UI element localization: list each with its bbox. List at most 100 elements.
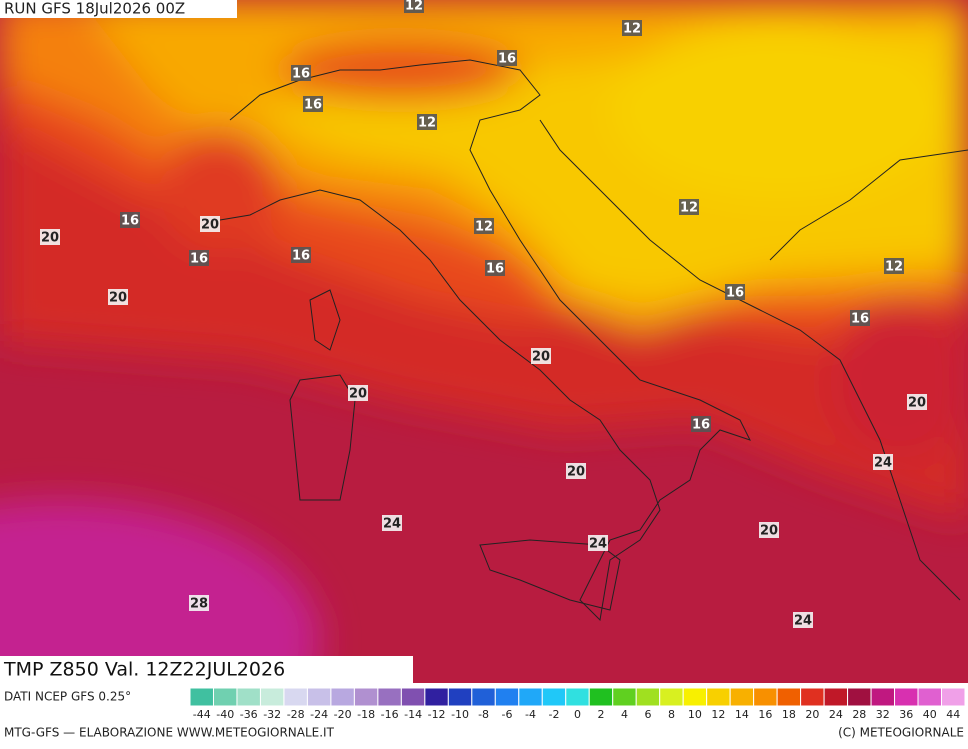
contour-label: 20 (567, 465, 585, 480)
scale-label: 20 (805, 708, 819, 721)
field-title: TMP Z850 Val. 12Z22JUL2026 (3, 659, 285, 681)
contour-label: 12 (885, 260, 903, 275)
scale-label: -6 (502, 708, 513, 721)
scale-label: -44 (193, 708, 211, 721)
scale-label: -2 (549, 708, 560, 721)
contour-label: 20 (908, 396, 926, 411)
scale-label: 36 (899, 708, 913, 721)
contour-label-box (884, 258, 904, 274)
contour-label-box (189, 595, 209, 611)
contour-label-box (404, 0, 424, 13)
contour-label: 24 (794, 614, 812, 629)
contour-label: 24 (383, 517, 401, 532)
contour-label: 24 (874, 456, 892, 471)
scale-cell (447, 687, 473, 707)
scale-cell (565, 687, 590, 707)
contour-label: 20 (109, 291, 127, 306)
scale-label: -8 (478, 708, 489, 721)
scale-cell (306, 687, 332, 707)
color-scale: -44 -40 -36 -32 -28 -24 -20 -18 -16 -14 -12 -10 -8 -6… (189, 687, 966, 721)
contour-label: 16 (851, 312, 869, 327)
scale-cell (259, 687, 285, 707)
scale-cell (353, 687, 379, 707)
contour-label: 16 (486, 262, 504, 277)
contour-label-box (531, 348, 551, 364)
contour-label: 12 (680, 201, 698, 216)
scale-label: -40 (216, 708, 234, 721)
scale-label: 6 (644, 708, 651, 721)
contour-label: 16 (304, 98, 322, 113)
contour-label: 12 (623, 22, 641, 37)
contour-label-box (622, 20, 642, 36)
scale-label: -28 (287, 708, 305, 721)
scale-label: 4 (621, 708, 628, 721)
title-box (0, 656, 413, 684)
scale-cell (776, 687, 802, 707)
scale-label: 24 (829, 708, 843, 721)
contour-label-box (850, 310, 870, 326)
contour-label-box (189, 250, 209, 266)
contour-label-box (382, 515, 402, 531)
scale-cell (424, 687, 449, 707)
scale-cell (823, 687, 849, 707)
contour-label: 16 (498, 52, 516, 67)
contour-label-box (497, 50, 517, 66)
scale-label: 28 (852, 708, 866, 721)
contour-label: 16 (292, 67, 310, 82)
contour-label-box (873, 454, 893, 470)
scale-cell (941, 687, 966, 707)
scale-cell (729, 687, 755, 707)
contour-label: 16 (692, 418, 710, 433)
scale-cell (682, 687, 708, 707)
contour-label-box (793, 612, 813, 628)
scale-label: -4 (525, 708, 536, 721)
coastlines (219, 59, 968, 622)
contour-label-box (679, 199, 699, 215)
scale-label: -20 (334, 708, 352, 721)
scale-cell (635, 687, 661, 707)
contour-label: 16 (190, 252, 208, 267)
contour-label: 16 (726, 286, 744, 301)
contour-label-box (291, 65, 311, 81)
contour-label: 12 (418, 116, 436, 131)
scale-cell (612, 687, 637, 707)
data-source: DATI NCEP GFS 0.25° (4, 690, 131, 704)
scale-cell (659, 687, 684, 707)
scale-label: 14 (735, 708, 749, 721)
scale-label: -16 (381, 708, 399, 721)
contour-label-box (725, 284, 745, 300)
contour-label-box (588, 535, 608, 551)
contour-label-box (303, 96, 323, 112)
scale-label: -36 (240, 708, 258, 721)
scale-cell (706, 687, 731, 707)
scale-label: 0 (574, 708, 581, 721)
contour-label-box (348, 385, 368, 401)
scale-label: 12 (711, 708, 725, 721)
contour-label: 20 (532, 350, 550, 365)
contour-label: 20 (201, 218, 219, 233)
contour-label-box (474, 218, 494, 234)
scale-cell (212, 687, 238, 707)
scale-label: 40 (923, 708, 937, 721)
scale-cell (283, 687, 308, 707)
scale-label: -12 (428, 708, 446, 721)
contour-label: 24 (589, 537, 607, 552)
contour-label-box (907, 394, 927, 410)
scale-label: -24 (310, 708, 328, 721)
contour-label: 16 (292, 249, 310, 264)
scale-cell (800, 687, 825, 707)
scale-cell (377, 687, 402, 707)
contour-label-box (291, 247, 311, 263)
scale-cell (494, 687, 520, 707)
contour-label: 20 (760, 524, 778, 539)
scale-cell (518, 687, 543, 707)
scale-cell (870, 687, 896, 707)
contour-label-box (759, 522, 779, 538)
scale-label: -18 (357, 708, 375, 721)
scale-label: 18 (782, 708, 796, 721)
contour-label-box (40, 229, 60, 245)
scale-label: 2 (597, 708, 604, 721)
header-box (0, 0, 237, 18)
